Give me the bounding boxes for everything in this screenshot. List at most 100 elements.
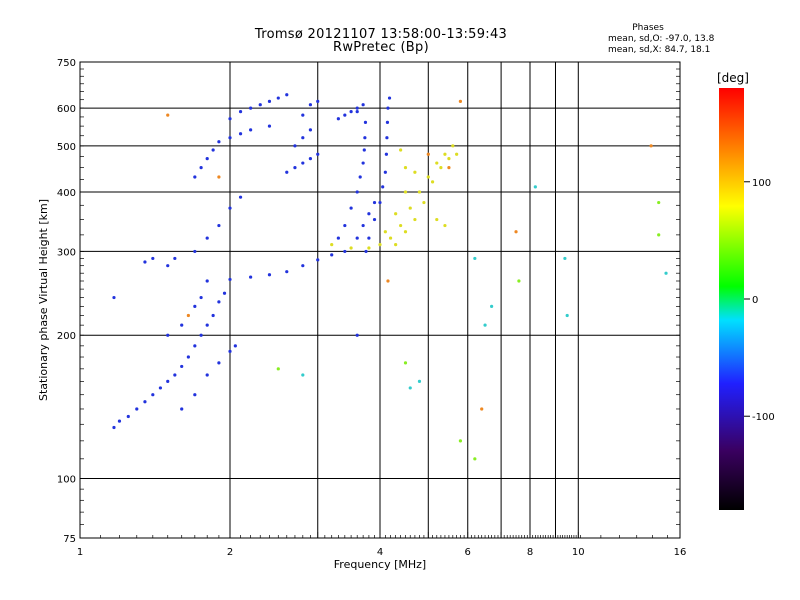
data-point: [364, 249, 368, 254]
y-tick-label: 600: [57, 104, 76, 115]
data-point: [173, 256, 177, 261]
data-point: [399, 223, 403, 228]
data-point: [388, 236, 393, 240]
x-tick-label: 1: [77, 547, 83, 558]
data-point: [385, 120, 390, 124]
data-point: [143, 400, 147, 404]
data-point: [355, 106, 359, 110]
data-point: [349, 206, 353, 210]
data-point: [308, 157, 313, 161]
data-point: [361, 161, 365, 165]
data-point: [336, 236, 340, 240]
data-point: [249, 106, 253, 110]
data-point: [336, 117, 340, 121]
data-point: [143, 260, 147, 264]
data-point: [403, 190, 408, 194]
data-point: [362, 148, 366, 152]
data-point: [285, 170, 289, 174]
data-point: [180, 364, 184, 369]
x-tick-label: 4: [377, 547, 383, 558]
data-point: [199, 333, 203, 337]
data-point: [657, 200, 661, 205]
data-point: [228, 136, 232, 140]
data-point: [349, 110, 353, 114]
y-tick-label: 75: [63, 534, 76, 545]
data-point: [355, 236, 359, 240]
data-point: [451, 144, 455, 148]
data-point: [228, 349, 232, 353]
data-point: [217, 223, 221, 228]
data-point: [238, 132, 243, 136]
data-point: [166, 264, 170, 268]
colorbar-tick-label: 100: [752, 178, 771, 189]
data-point: [186, 313, 190, 318]
data-point: [473, 457, 477, 461]
data-point: [217, 175, 221, 179]
data-point: [285, 270, 289, 274]
data-point: [276, 96, 280, 100]
y-tick-label: 200: [57, 331, 76, 342]
data-point: [413, 217, 417, 222]
colorbar-ticks: 100 0 -100: [744, 178, 775, 423]
data-point: [403, 361, 408, 365]
data-points: [112, 93, 668, 461]
data-point: [166, 113, 170, 117]
data-point: [355, 190, 359, 194]
data-point: [308, 128, 313, 132]
data-point: [308, 103, 313, 107]
y-tick-label: 100: [57, 475, 76, 486]
data-point: [447, 166, 451, 170]
data-point: [483, 323, 487, 327]
x-tick-label: 8: [527, 547, 533, 558]
data-point: [439, 166, 443, 170]
data-point: [361, 223, 365, 228]
data-point: [222, 291, 227, 295]
data-point: [458, 99, 463, 103]
data-point: [447, 157, 451, 161]
data-point: [367, 212, 371, 216]
data-point: [417, 190, 422, 194]
data-point: [417, 379, 422, 383]
data-point: [378, 200, 382, 205]
data-point: [563, 256, 567, 261]
data-point: [180, 407, 184, 411]
data-point: [285, 93, 289, 97]
data-point: [193, 249, 197, 254]
data-point: [126, 414, 130, 419]
data-point: [301, 373, 305, 377]
data-point: [211, 313, 215, 318]
data-point: [490, 304, 494, 308]
data-point: [381, 185, 385, 189]
data-point: [238, 110, 243, 114]
data-point: [205, 323, 209, 327]
data-point: [384, 152, 388, 156]
data-point: [228, 117, 232, 121]
data-point: [435, 161, 439, 165]
data-point: [435, 217, 439, 222]
data-point: [205, 373, 209, 377]
data-point: [363, 136, 367, 140]
y-tick-label: 750: [57, 58, 76, 69]
axis-ticks: [79, 61, 680, 539]
data-point: [193, 304, 197, 308]
data-point: [363, 120, 368, 124]
data-point: [383, 230, 387, 234]
data-point: [166, 379, 170, 383]
data-point: [408, 386, 412, 390]
chart-subtitle: RwPretec (Bp): [333, 40, 429, 55]
y-tick-label: 500: [57, 142, 76, 153]
x-tick-label: 10: [572, 547, 585, 558]
data-point: [394, 243, 398, 247]
data-point: [158, 386, 163, 390]
data-point: [276, 367, 280, 371]
chart-title: Tromsø 20121107 13:58:00-13:59:43: [254, 27, 508, 42]
data-point: [394, 212, 398, 216]
phase-stats-o: mean, sd,O: -97.0, 13.8: [608, 34, 715, 44]
data-point: [387, 96, 392, 100]
data-point: [372, 200, 377, 205]
data-point: [151, 393, 155, 397]
data-point: [173, 373, 177, 377]
y-axis-label: Stationary phase Virtual Height [km]: [37, 199, 50, 401]
data-point: [316, 258, 320, 262]
